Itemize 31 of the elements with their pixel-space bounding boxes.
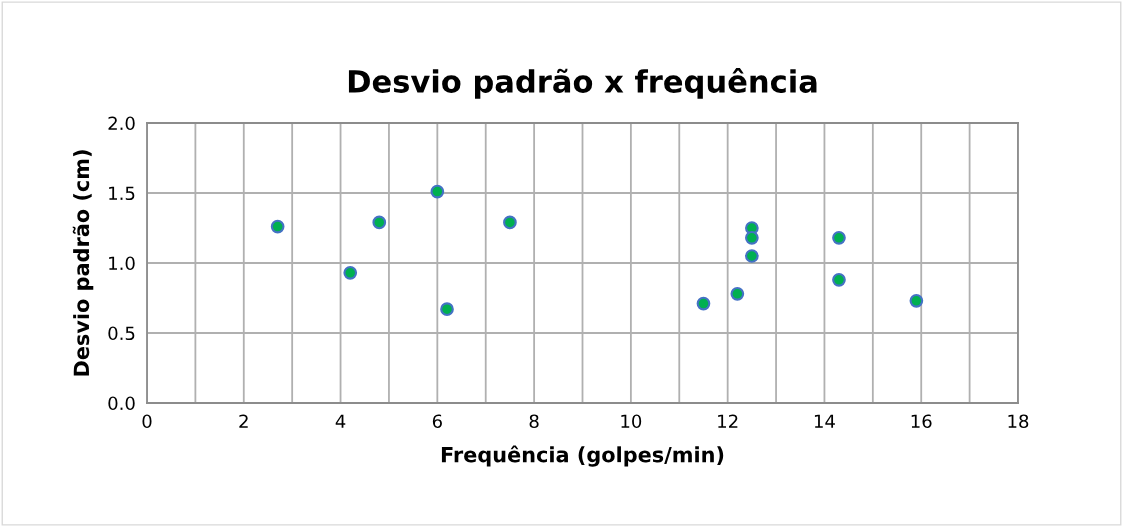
y-tick-label: 1.5 (109, 186, 135, 201)
x-tick-label: 2 (239, 414, 248, 428)
y-tick-label: 0.5 (108, 326, 135, 341)
point (730, 286, 745, 301)
point (745, 249, 759, 263)
point (430, 184, 445, 199)
y-tick-label: 0.0 (108, 396, 135, 411)
y-tick-label: 2.0 (108, 116, 135, 131)
x-tick-label: 6 (432, 414, 442, 429)
y-axis-title: Desvio padrão (cm) (72, 150, 94, 376)
x-tick-label: 10 (621, 414, 642, 429)
x-tick-label: 16 (911, 414, 932, 429)
x-tick-label: 14 (814, 414, 835, 428)
x-axis-title: Frequência (golpes/min) (441, 445, 724, 467)
x-tick-label: 8 (529, 414, 539, 429)
y-tick-label: 1.0 (109, 256, 135, 271)
point (832, 272, 846, 287)
point (696, 296, 711, 311)
point (503, 215, 517, 230)
point (440, 302, 454, 317)
point (343, 265, 358, 280)
x-tick-label: 4 (335, 414, 346, 428)
chart-title: Desvio padrão x frequência (348, 68, 817, 99)
point (372, 215, 387, 230)
x-tick-label: 0 (142, 414, 152, 429)
x-tick-label: 18 (1008, 414, 1029, 429)
x-tick-label: 12 (718, 414, 738, 428)
point (909, 293, 924, 308)
point (832, 230, 846, 245)
point (745, 230, 759, 245)
point (270, 219, 285, 234)
